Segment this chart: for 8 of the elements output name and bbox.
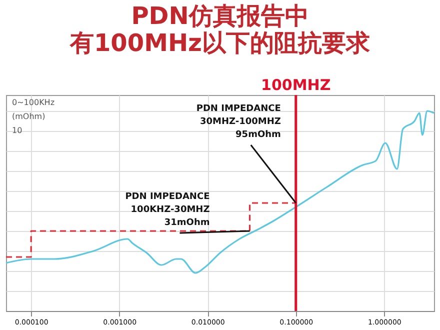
chart-subtitle: 有100MHz以下的阻抗要求 — [68, 29, 372, 57]
annotation: PDN IMPEDANCE 100KHZ-30MHZ 31mOhm — [125, 192, 210, 228]
chart-title: PDN仿真报告中 — [131, 2, 309, 30]
ref-line-label: 100MHZ — [261, 76, 331, 94]
annotation: 10 — [12, 126, 22, 135]
annotation: PDN IMPEDANCE 30MHZ-100MHZ 95mOhm — [196, 104, 282, 140]
annotation: (mOhm) — [12, 112, 46, 121]
text: 0~100KHz — [12, 98, 55, 107]
